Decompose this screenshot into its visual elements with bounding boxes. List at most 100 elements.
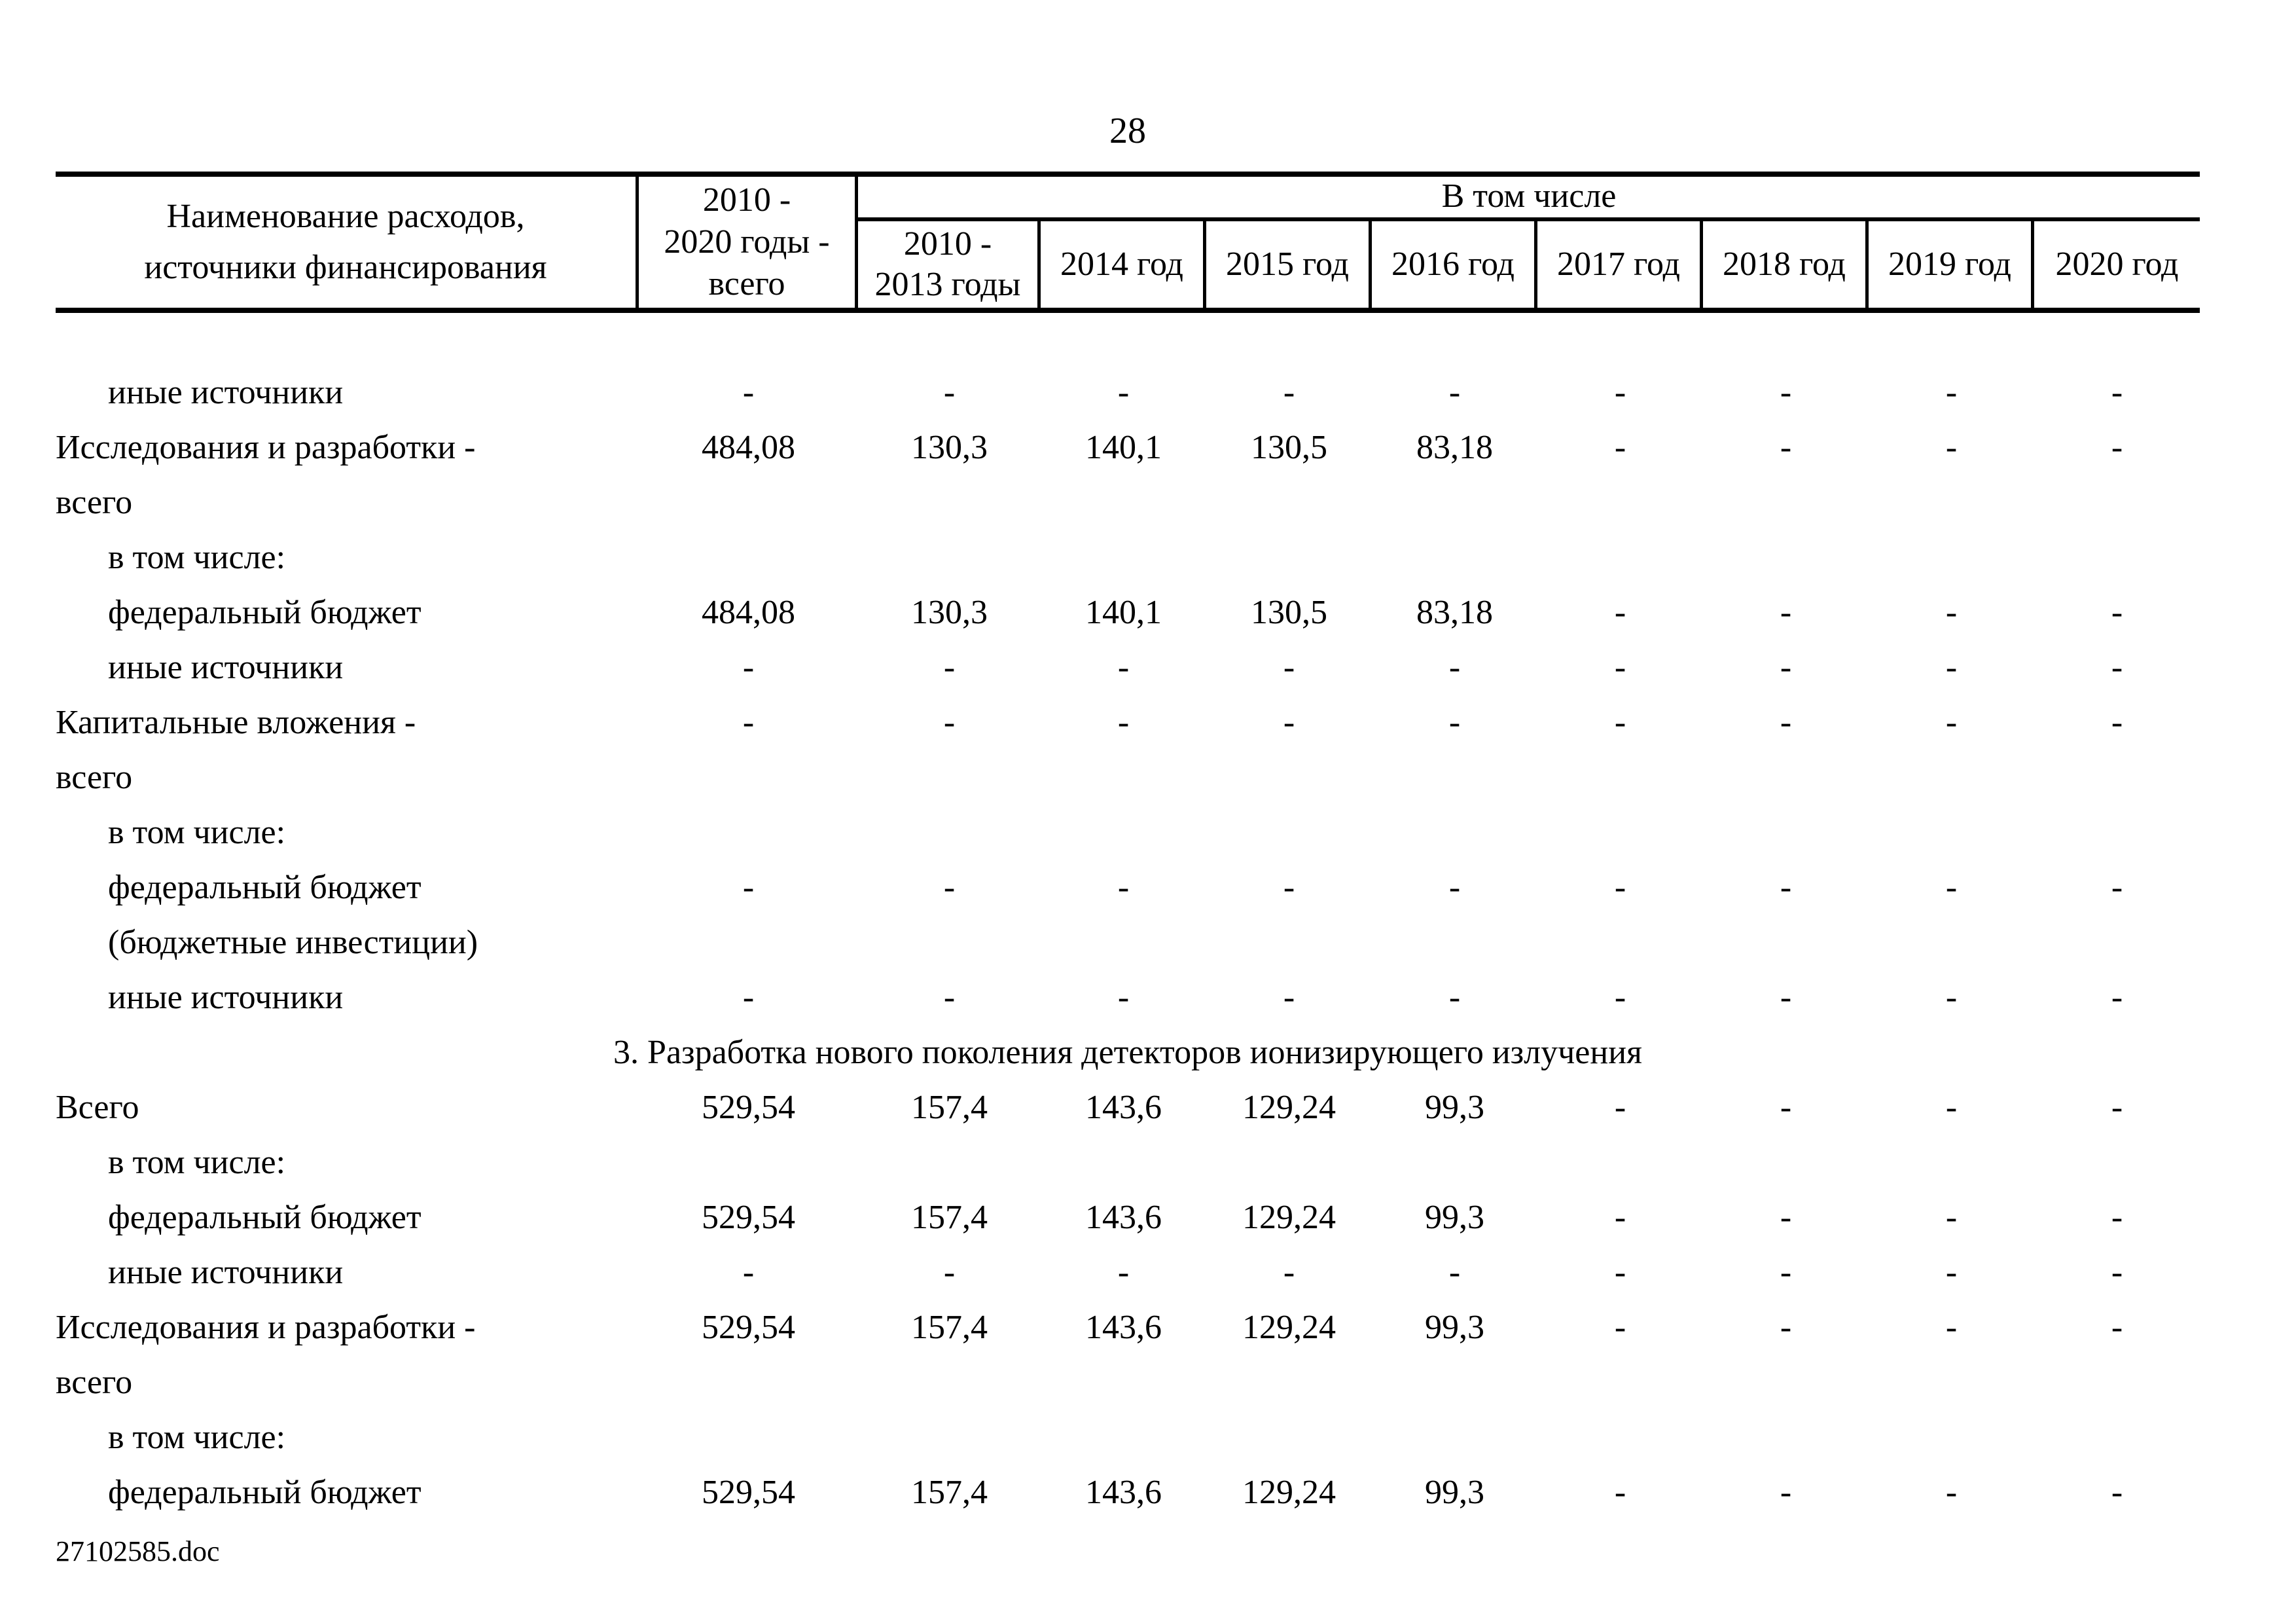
row-value: - bbox=[1448, 704, 1461, 741]
header-year-column: 2020 год bbox=[2055, 246, 2179, 283]
row-label: Капитальные вложения - всего bbox=[56, 704, 416, 796]
row-value: - bbox=[1448, 979, 1461, 1016]
row-value: - bbox=[1283, 869, 1295, 906]
header-year-column: 2018 год bbox=[1703, 221, 1869, 308]
row-value: - bbox=[742, 979, 755, 1016]
row-label: иные источники bbox=[108, 1254, 344, 1291]
row-value: 129,24 bbox=[1242, 1089, 1336, 1126]
row-value: 129,24 bbox=[1242, 1474, 1336, 1511]
table-row: в том числе: bbox=[56, 1135, 2200, 1190]
row-value: - bbox=[2111, 1474, 2123, 1511]
row-value: 130,3 bbox=[911, 429, 988, 466]
row-value: 140,1 bbox=[1085, 429, 1162, 466]
row-label: федеральный бюджет bbox=[108, 1199, 422, 1236]
table-row: в том числе: bbox=[56, 530, 2200, 585]
row-value: - bbox=[1780, 979, 1792, 1016]
table-row: федеральный бюджет 529,54 157,4 143,6 129,24… bbox=[56, 1465, 2200, 1520]
row-value: - bbox=[1283, 374, 1295, 411]
row-label: в том числе: bbox=[108, 539, 286, 576]
row-value: - bbox=[1448, 869, 1461, 906]
row-value: 99,3 bbox=[1425, 1199, 1484, 1236]
row-label: иные источники bbox=[108, 374, 344, 411]
row-label: Всего bbox=[56, 1089, 139, 1126]
row-value: - bbox=[2111, 1309, 2123, 1346]
row-value: - bbox=[2111, 594, 2123, 631]
row-value: - bbox=[943, 649, 956, 686]
row-value: - bbox=[943, 704, 956, 741]
row-label: иные источники bbox=[108, 979, 344, 1016]
row-label: федеральный бюджет bbox=[108, 594, 422, 631]
table-row: иные источники - - - - - - - - - bbox=[56, 1245, 2200, 1300]
row-label: в том числе: bbox=[108, 814, 286, 851]
row-value: 157,4 bbox=[911, 1474, 988, 1511]
row-value: - bbox=[1945, 979, 1958, 1016]
row-value: - bbox=[1117, 869, 1130, 906]
row-value: - bbox=[2111, 649, 2123, 686]
row-value: - bbox=[1780, 1089, 1792, 1126]
row-value: - bbox=[1945, 1309, 1958, 1346]
header-year-column: 2015 год bbox=[1206, 221, 1372, 308]
table-header: Наименование расходов, источники финанси… bbox=[56, 172, 2200, 313]
table-body: иные источники - - - - - - - - - Исследования и ра… bbox=[56, 313, 2200, 1520]
row-value: - bbox=[1614, 1254, 1626, 1291]
row-value: - bbox=[1945, 594, 1958, 631]
row-label: иные источники bbox=[108, 649, 344, 686]
row-value: - bbox=[1780, 869, 1792, 906]
row-value: - bbox=[1283, 649, 1295, 686]
table-row: федеральный бюджет 484,08 130,3 140,1 130,5 8… bbox=[56, 585, 2200, 640]
header-year-column: 2016 год bbox=[1372, 221, 1537, 308]
row-value: - bbox=[1945, 649, 1958, 686]
row-value: 130,3 bbox=[911, 594, 988, 631]
row-value: 529,54 bbox=[702, 1089, 795, 1126]
row-value: - bbox=[1780, 649, 1792, 686]
header-year-column: 2010 - 2013 годы bbox=[858, 221, 1041, 308]
table-row: иные источники - - - - - - - - - bbox=[56, 365, 2200, 420]
table-row: Капитальные вложения - всего - - - - - - - - - bbox=[56, 695, 2200, 805]
row-value: - bbox=[2111, 979, 2123, 1016]
row-label: Исследования и разработки - всего bbox=[56, 429, 476, 521]
table-row: федеральный бюджет 529,54 157,4 143,6 129,24… bbox=[56, 1190, 2200, 1245]
row-value: 83,18 bbox=[1416, 594, 1493, 631]
table-row: федеральный бюджет (бюджетные инвестиции… bbox=[56, 860, 2200, 970]
row-value: 484,08 bbox=[702, 594, 795, 631]
row-value: 129,24 bbox=[1242, 1309, 1336, 1346]
row-value: - bbox=[1945, 1474, 1958, 1511]
row-value: - bbox=[1448, 649, 1461, 686]
row-value: - bbox=[943, 1254, 956, 1291]
header-total-column: 2010 - 2020 годы - всего bbox=[639, 177, 858, 308]
row-value: - bbox=[1945, 1089, 1958, 1126]
table-row: Всего 529,54 157,4 143,6 129,24 99,3 - - - - bbox=[56, 1080, 2200, 1135]
row-value: - bbox=[742, 1254, 755, 1291]
section-title: 3. Разработка нового поколения детекторо… bbox=[613, 1034, 1642, 1071]
row-label: федеральный бюджет (бюджетные инвестиции… bbox=[108, 869, 478, 961]
header-name-column: Наименование расходов, источники финанси… bbox=[56, 177, 639, 308]
row-value: - bbox=[1614, 594, 1626, 631]
row-value: 143,6 bbox=[1085, 1089, 1162, 1126]
footer-filename: 27102585.doc bbox=[56, 1535, 220, 1567]
page-content: 28 Наименование расходов, источники фина… bbox=[56, 113, 2200, 1520]
row-value: - bbox=[943, 374, 956, 411]
row-value: - bbox=[1614, 704, 1626, 741]
row-value: - bbox=[1283, 979, 1295, 1016]
row-value: - bbox=[742, 869, 755, 906]
row-label: федеральный бюджет bbox=[108, 1474, 422, 1511]
row-value: - bbox=[1945, 1254, 1958, 1291]
row-value: 529,54 bbox=[702, 1309, 795, 1346]
header-year-column: 2017 год bbox=[1537, 221, 1703, 308]
row-value: - bbox=[1945, 704, 1958, 741]
row-value: - bbox=[2111, 1199, 2123, 1236]
row-value: - bbox=[1780, 1199, 1792, 1236]
row-value: - bbox=[1780, 1254, 1792, 1291]
row-value: 129,24 bbox=[1242, 1199, 1336, 1236]
row-value: 529,54 bbox=[702, 1474, 795, 1511]
row-label: в том числе: bbox=[108, 1144, 286, 1181]
row-value: - bbox=[1117, 1254, 1130, 1291]
header-year-column: 2019 год bbox=[1869, 221, 2034, 308]
row-value: - bbox=[1614, 1089, 1626, 1126]
row-value: 99,3 bbox=[1425, 1474, 1484, 1511]
row-value: - bbox=[1448, 1254, 1461, 1291]
row-value: 157,4 bbox=[911, 1089, 988, 1126]
row-value: - bbox=[1780, 1474, 1792, 1511]
table-row: в том числе: bbox=[56, 805, 2200, 860]
